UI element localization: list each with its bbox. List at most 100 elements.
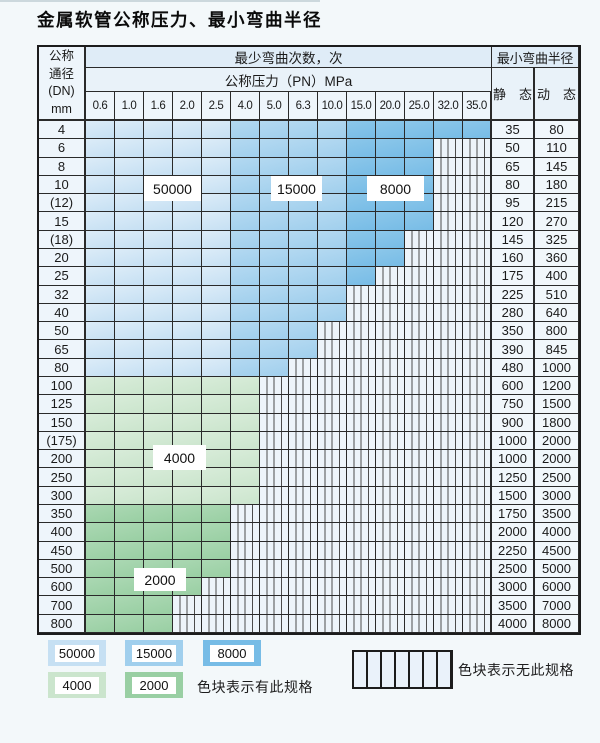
spec-cell [434, 395, 463, 414]
spec-cell [86, 523, 115, 542]
dynamic-value: 1200 [535, 377, 579, 396]
spec-cell [86, 230, 115, 249]
spec-cell [173, 322, 202, 341]
spec-cell [376, 267, 405, 286]
spec-cell [260, 450, 289, 469]
static-value: 65 [492, 157, 535, 176]
absent-swatch [352, 650, 453, 689]
spec-cell [463, 194, 492, 213]
spec-cell [86, 121, 115, 140]
spec-cell [405, 340, 434, 359]
spec-cell [260, 139, 289, 158]
spec-cell [202, 431, 231, 451]
legend-swatch-label: 50000 [55, 644, 99, 662]
spec-cell [144, 523, 173, 542]
spec-cell [115, 322, 144, 341]
static-header: 静 态 [492, 68, 535, 121]
spec-cell [376, 303, 405, 323]
static-value: 750 [492, 395, 535, 414]
spec-cell [347, 157, 376, 176]
spec-cell [86, 431, 115, 451]
legend-swatch: 2000 [125, 672, 183, 698]
spec-cell [144, 322, 173, 341]
spec-cell [231, 486, 260, 505]
spec-cell [86, 303, 115, 323]
spec-cell [434, 230, 463, 249]
spec-cell [86, 413, 115, 432]
spec-cell [376, 505, 405, 524]
spec-cell [115, 212, 144, 231]
dynamic-value: 3500 [535, 505, 579, 524]
spec-cell [434, 596, 463, 615]
row-label: 400 [39, 523, 86, 542]
pressure-col-header: 10.0 [318, 92, 347, 121]
spec-cell [173, 468, 202, 487]
spec-cell [376, 614, 405, 633]
spec-cell [434, 212, 463, 231]
spec-cell [347, 614, 376, 633]
spec-cell [144, 596, 173, 615]
spec-cell [260, 249, 289, 268]
spec-cell [405, 285, 434, 304]
region-label: 50000 [144, 176, 201, 201]
spec-cell [115, 413, 144, 432]
spec-cell [86, 596, 115, 615]
dynamic-value: 145 [535, 157, 579, 176]
spec-cell [463, 303, 492, 323]
dynamic-value: 215 [535, 194, 579, 213]
spec-cell [202, 303, 231, 323]
spec-cell [202, 121, 231, 140]
spec-cell [405, 395, 434, 414]
spec-cell [463, 157, 492, 176]
row-label: 50 [39, 322, 86, 341]
spec-cell [463, 230, 492, 249]
row-label: 125 [39, 395, 86, 414]
row-label: 15 [39, 212, 86, 231]
dynamic-value: 8000 [535, 614, 579, 633]
spec-cell [173, 486, 202, 505]
region-label: 4000 [153, 445, 206, 470]
spec-cell [434, 267, 463, 286]
spec-cell [318, 578, 347, 597]
spec-cell [347, 486, 376, 505]
spec-cell [231, 175, 260, 195]
static-value: 2500 [492, 559, 535, 579]
region-label: 2000 [134, 568, 186, 591]
spec-cell [376, 523, 405, 542]
static-value: 80 [492, 175, 535, 195]
spec-cell [231, 358, 260, 377]
spec-cell [231, 139, 260, 158]
spec-cell [347, 230, 376, 249]
spec-cell [173, 249, 202, 268]
spec-cell [173, 212, 202, 231]
spec-cell [463, 614, 492, 633]
spec-cell [231, 267, 260, 286]
spec-cell [405, 303, 434, 323]
spec-cell [144, 486, 173, 505]
static-value: 2000 [492, 523, 535, 542]
spec-cell [405, 322, 434, 341]
spec-cell [405, 523, 434, 542]
spec-cell [434, 486, 463, 505]
spec-cell [231, 614, 260, 633]
static-value: 3500 [492, 596, 535, 615]
dynamic-value: 2000 [535, 450, 579, 469]
spec-cell [144, 395, 173, 414]
spec-cell [260, 340, 289, 359]
spec-cell [347, 139, 376, 158]
spec-cell [115, 358, 144, 377]
spec-cell [463, 578, 492, 597]
spec-cell [405, 413, 434, 432]
spec-cell [347, 267, 376, 286]
spec-cell [318, 505, 347, 524]
spec-cell [202, 175, 231, 195]
spec-cell [115, 194, 144, 213]
spec-cell [405, 212, 434, 231]
spec-cell [115, 157, 144, 176]
spec-cell [318, 486, 347, 505]
row-label: 6 [39, 139, 86, 158]
spec-cell [231, 157, 260, 176]
spec-cell [86, 139, 115, 158]
static-value: 4000 [492, 614, 535, 633]
